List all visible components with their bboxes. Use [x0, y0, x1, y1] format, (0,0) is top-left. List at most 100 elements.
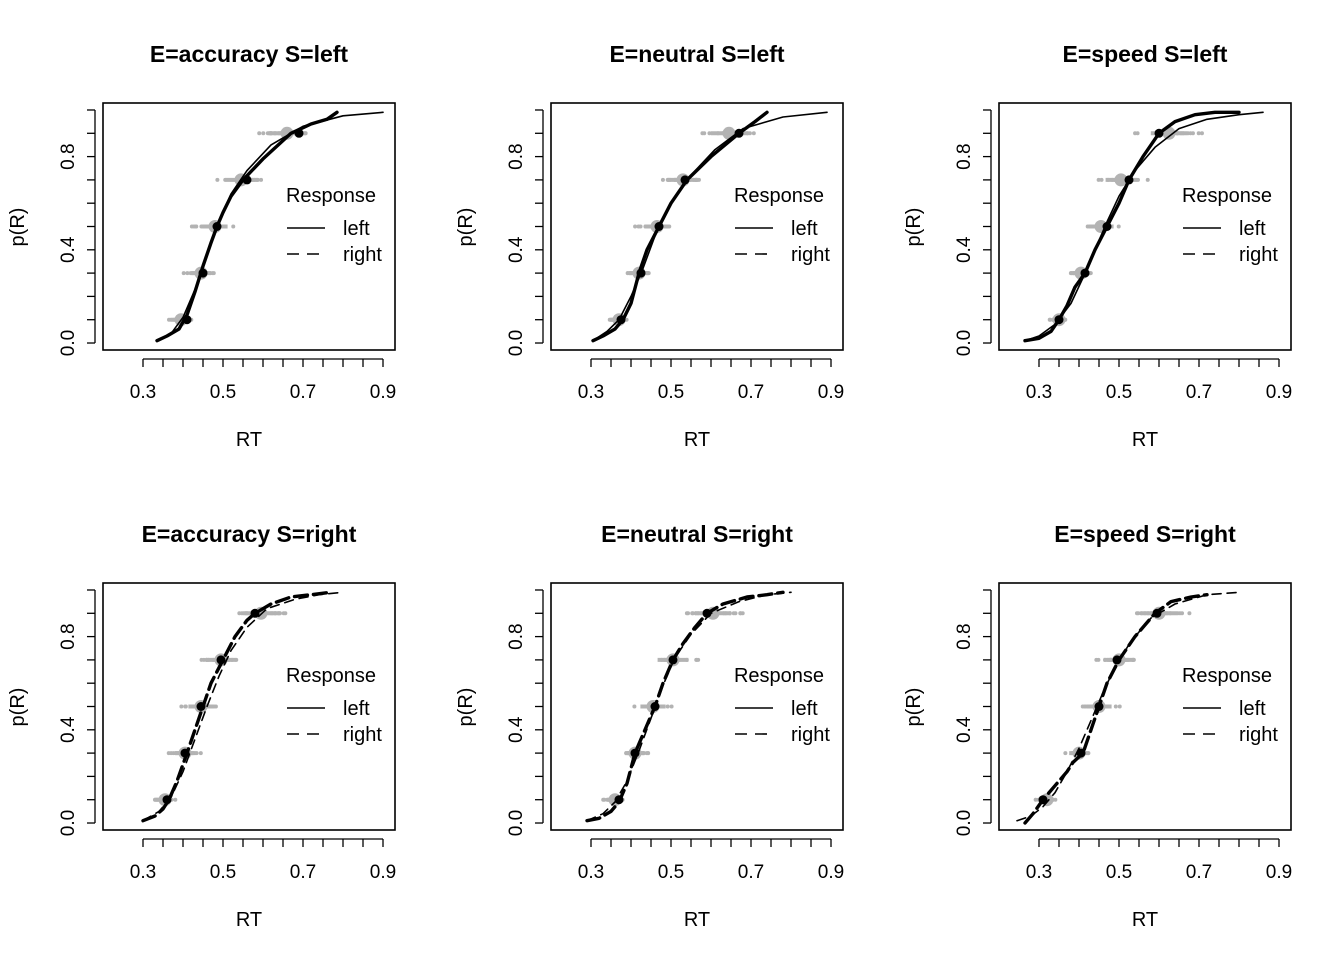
x-tick-label: 0.5 [658, 862, 684, 883]
x-tick-label: 0.7 [290, 862, 316, 883]
y-axis-label: p(R) [455, 688, 477, 727]
sim-point [166, 317, 171, 322]
observed-quantile-point [1124, 175, 1134, 185]
sim-point [733, 611, 738, 616]
y-axis-label: p(R) [455, 208, 477, 247]
observed-quantile-point [198, 268, 208, 278]
x-tick-label: 0.5 [210, 382, 236, 403]
sim-point [1053, 797, 1058, 802]
sim-point [215, 177, 220, 182]
legend-entry-left: left [791, 218, 818, 240]
panel-title: E=accuracy S=right [142, 521, 357, 547]
legend-entry-right: right [791, 724, 830, 746]
sim-point [261, 131, 266, 136]
sim-point [684, 611, 689, 616]
x-tick-label: 0.9 [370, 382, 396, 403]
x-tick-label: 0.3 [578, 382, 604, 403]
x-tick-label: 0.3 [578, 862, 604, 883]
chart-panel-3: E=speed S=left 0.3 0.5 0.7 0.9 0.0 0.4 0.8 RT p(R… [903, 41, 1292, 451]
chart-panel-5: E=neutral S=right 0.3 0.5 0.7 0.9 0.0 0.4 0.8 RT… [455, 521, 844, 931]
sim-point [1133, 131, 1138, 136]
x-axis-label: RT [684, 429, 710, 451]
observed-quantile-point [216, 655, 226, 665]
sim-point [237, 611, 242, 616]
x-tick-label: 0.7 [290, 382, 316, 403]
panel-title: E=accuracy S=left [150, 41, 349, 67]
observed-quantile-point [196, 702, 206, 711]
y-tick-label: 0.8 [506, 143, 527, 169]
plot-frame [550, 582, 844, 831]
observed-quantile-point [614, 795, 624, 805]
legend: Response left right [734, 185, 830, 266]
legend: Response left right [1182, 665, 1278, 746]
panel-title: E=neutral S=right [601, 521, 793, 547]
series-line-1 [141, 590, 333, 823]
y-tick-label: 0.8 [58, 143, 79, 169]
sim-point [707, 131, 712, 136]
plot-frame [998, 102, 1292, 351]
observed-quantile-point [630, 748, 640, 758]
plot-frame [998, 582, 1292, 831]
x-tick-label: 0.5 [210, 862, 236, 883]
plot-frame [102, 582, 396, 831]
sim-point [1033, 797, 1038, 802]
chart-panel-4: E=accuracy S=right 0.3 0.5 0.7 0.9 0.0 0.4 0.8 R… [7, 521, 396, 931]
observed-quantile-point [1094, 702, 1104, 711]
sim-point [1145, 177, 1150, 182]
sim-point [183, 704, 188, 709]
observed-quantile-point [1038, 795, 1048, 805]
series-line-1 [585, 590, 785, 823]
sim-point [1196, 131, 1201, 136]
x-axis-label: RT [236, 429, 262, 451]
chart-panel-1: E=accuracy S=left 0.3 0.5 0.7 0.9 0.0 0.4 0.8 RT… [7, 41, 396, 451]
sim-point [696, 657, 701, 662]
y-tick-label: 0.0 [58, 330, 79, 356]
legend-entry-left: left [791, 698, 818, 720]
sim-point [194, 751, 199, 756]
sim-point [1096, 177, 1101, 182]
predicted-quantile-point [1114, 173, 1128, 187]
y-tick-label: 0.0 [954, 810, 975, 836]
legend-entry-left: left [1239, 218, 1266, 240]
sim-point [751, 131, 756, 136]
legend-title: Response [1182, 185, 1272, 207]
y-axis-label: p(R) [903, 688, 925, 727]
y-axis-label: p(R) [7, 208, 29, 247]
x-tick-label: 0.5 [1106, 382, 1132, 403]
observed-quantile-point [1102, 222, 1112, 231]
y-tick-label: 0.8 [954, 623, 975, 649]
observed-quantile-point [1080, 268, 1090, 278]
x-tick-label: 0.7 [738, 382, 764, 403]
sim-point [702, 131, 707, 136]
chart-panel-2: E=neutral S=left 0.3 0.5 0.7 0.9 0.0 0.4 0.8 RT p… [455, 41, 844, 451]
y-tick-label: 0.4 [506, 236, 527, 263]
x-axis-label: RT [684, 909, 710, 931]
y-axis-label: p(R) [7, 688, 29, 727]
legend-entry-right: right [791, 244, 830, 266]
sim-point [632, 704, 637, 709]
legend-entry-right: right [343, 724, 382, 746]
sim-point [738, 611, 743, 616]
legend-entry-left: left [343, 698, 370, 720]
sim-point [1063, 751, 1068, 756]
sim-point [1047, 317, 1052, 322]
predicted-quantile-point [280, 126, 294, 140]
legend-title: Response [286, 665, 376, 687]
observed-quantile-point [654, 222, 664, 231]
observed-quantile-point [1152, 608, 1162, 618]
y-tick-label: 0.8 [58, 623, 79, 649]
sim-point [602, 797, 607, 802]
sim-point [179, 704, 184, 709]
plot-frame [550, 102, 844, 351]
sim-point [257, 131, 262, 136]
chart-panel-6: E=speed S=right 0.3 0.5 0.7 0.9 0.0 0.4 0.8 RT p(… [903, 521, 1292, 931]
series-line-1 [1023, 592, 1209, 825]
x-tick-label: 0.3 [1026, 862, 1052, 883]
sim-point [153, 797, 158, 802]
y-tick-label: 0.4 [58, 716, 79, 743]
observed-quantile-point [294, 128, 304, 138]
series-line-2 [586, 591, 792, 822]
observed-quantile-point [180, 748, 190, 758]
sim-point [636, 224, 641, 229]
